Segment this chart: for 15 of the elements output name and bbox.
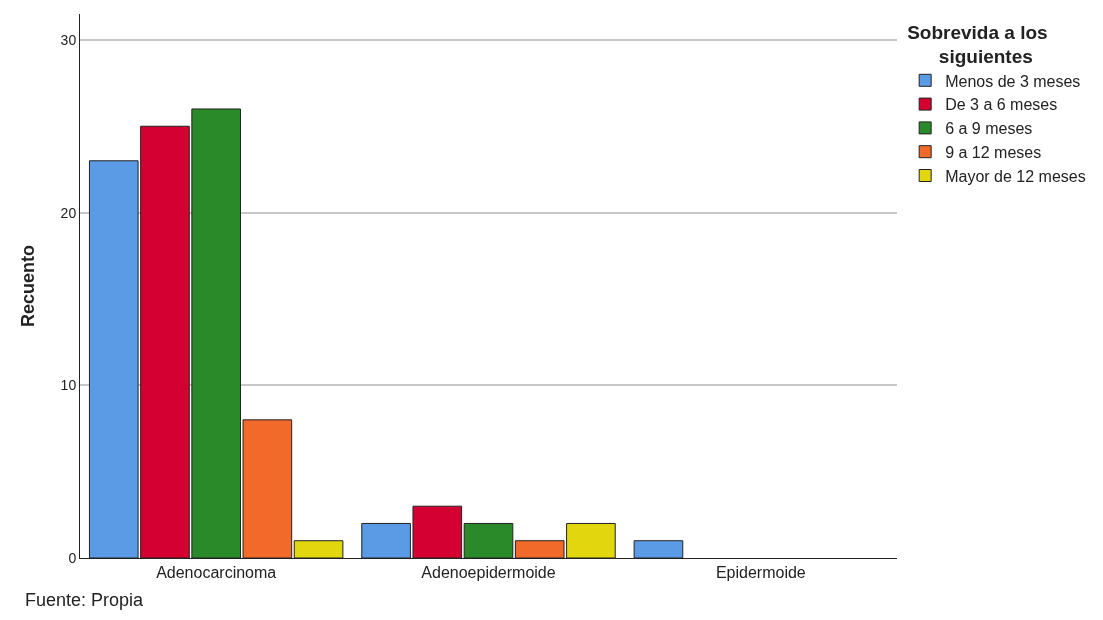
legend-label: 6 a 9 meses [945, 120, 1033, 138]
x-tick-label: Epidermoide [715, 564, 806, 582]
x-tick-label: Adenoepidermoide [421, 564, 556, 582]
y-tick-label: 10 [60, 377, 77, 394]
y-tick-label: 20 [60, 204, 77, 221]
source-note: Fuente: Propia [25, 590, 145, 610]
x-tick-label: Adenocarcinoma [156, 564, 277, 582]
legend-label: De 3 a 6 meses [945, 96, 1058, 114]
legend-title: Sobrevida a los siguientes [907, 21, 1048, 68]
y-tick-label: 30 [60, 31, 77, 48]
legend-label: Mayor de 12 meses [945, 167, 1086, 185]
y-axis-title: Recuento [18, 244, 38, 328]
y-tick-label: 0 [68, 549, 77, 566]
legend-label: Menos de 3 meses [945, 72, 1081, 90]
legend-label: 9 a 12 meses [945, 143, 1042, 161]
